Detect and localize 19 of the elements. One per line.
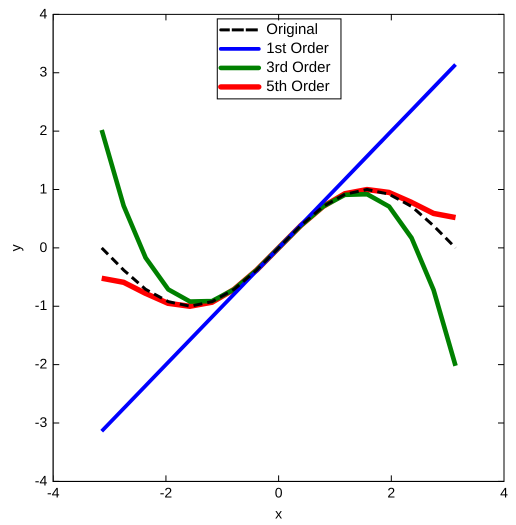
- x-tick-label: 4: [500, 484, 508, 501]
- y-tick-label: -2: [34, 356, 48, 372]
- x-tick-label: 2: [387, 484, 396, 501]
- y-axis-title: y: [7, 244, 24, 252]
- x-axis-title: x: [275, 505, 282, 522]
- legend-label: 5th Order: [266, 78, 330, 96]
- legend-label: 3rd Order: [266, 59, 330, 76]
- y-tick-label: -3: [34, 414, 48, 430]
- y-tick-label: 2: [39, 122, 48, 138]
- y-tick-label: 1: [39, 180, 48, 196]
- y-tick-label: -4: [34, 472, 48, 488]
- y-tick-label: 0: [39, 238, 48, 255]
- legend-label: 1st Order: [266, 40, 329, 58]
- legend-label: Original: [266, 21, 318, 38]
- x-tick-label: -2: [160, 484, 172, 501]
- y-tick-label: -1: [34, 297, 48, 314]
- y-tick-label: 4: [39, 5, 48, 22]
- x-tick-label: 0: [274, 484, 283, 501]
- y-tick-label: 3: [39, 64, 48, 80]
